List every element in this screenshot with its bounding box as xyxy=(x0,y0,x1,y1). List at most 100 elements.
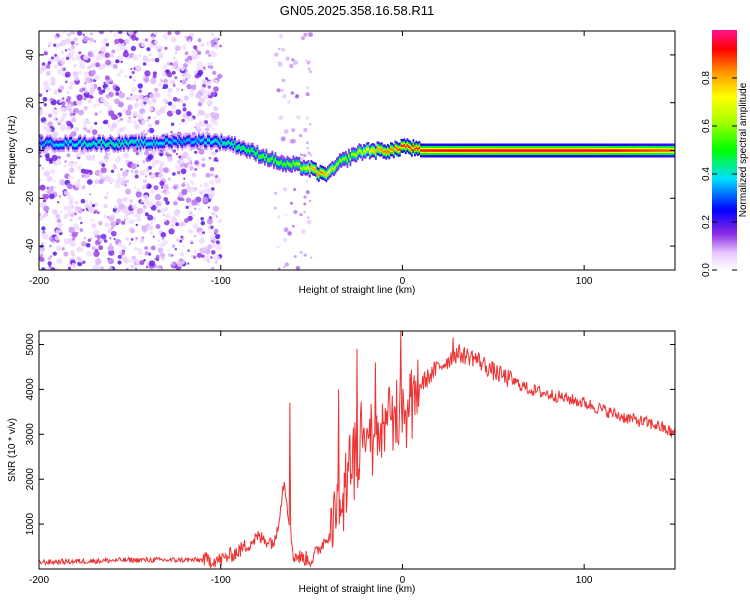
spectrogram-ridge-cell xyxy=(481,149,484,152)
spectrogram-ridge-cell xyxy=(234,141,236,145)
spectrogram-ridge-cell xyxy=(523,149,526,152)
spectrogram-ridge-cell xyxy=(426,149,428,152)
spectrogram-noise-cell xyxy=(206,90,212,96)
spectrogram-noise-cell xyxy=(305,141,309,145)
spectrogram-noise-cell xyxy=(171,262,174,265)
spectrogram-noise-cell xyxy=(157,82,162,87)
spectrogram-noise-cell xyxy=(167,93,172,98)
spectrogram-noise-cell xyxy=(113,205,118,209)
spectrogram-noise-cell xyxy=(121,220,126,225)
spectrogram-noise-cell xyxy=(175,51,178,54)
spectrogram-noise-cell xyxy=(159,161,165,167)
spectrogram-ridge-cell xyxy=(295,162,298,165)
spectrogram-noise-cell xyxy=(64,49,68,52)
spectrogram-noise-cell xyxy=(51,131,59,138)
spectrogram-noise-cell xyxy=(99,238,104,243)
spectrogram-noise-cell xyxy=(192,223,199,229)
spectrogram-noise-cell xyxy=(175,222,180,227)
spectrogram-noise-cell xyxy=(96,102,101,107)
spectrogram-noise-cell xyxy=(76,231,79,234)
spectrogram-ridge-cell xyxy=(220,138,223,142)
spectrogram-ridge-cell xyxy=(549,149,551,152)
spectrogram-noise-cell xyxy=(45,210,49,214)
spectrogram-ridge-cell xyxy=(556,149,559,152)
spectrogram-ridge-cell xyxy=(519,149,521,152)
spectrogram-noise-cell xyxy=(151,97,157,103)
spectrogram-noise-cell xyxy=(212,151,216,156)
spectrogram-noise-cell xyxy=(210,39,216,45)
spectrogram-ridge-cell xyxy=(475,149,478,152)
spectrogram-noise-cell xyxy=(57,69,63,76)
spectrogram-noise-cell xyxy=(192,230,195,233)
spectrogram-noise-cell xyxy=(97,211,100,215)
colorbar-tick-label: 0.6 xyxy=(701,119,712,133)
spectrogram-noise-cell xyxy=(92,246,95,250)
spectrogram-noise-cell xyxy=(145,57,150,63)
spectrogram-ridge-cell xyxy=(319,170,322,174)
spectrogram-noise-cell xyxy=(53,43,57,47)
spectrogram-noise-cell xyxy=(118,250,122,255)
spectrogram-noise-cell xyxy=(73,64,77,68)
spectrogram-noise-cell xyxy=(68,266,71,270)
spectrogram-noise-cell xyxy=(50,168,56,175)
spectrogram-noise-cell xyxy=(170,186,172,189)
spectrogram-ridge-cell xyxy=(49,139,52,143)
spectrogram-noise-cell xyxy=(49,158,53,163)
spectrogram-noise-cell xyxy=(131,70,135,75)
spectrogram-ridge-cell xyxy=(436,149,439,152)
spectrogram-noise-cell xyxy=(215,233,221,240)
spectrogram-ridge-cell xyxy=(508,149,511,152)
spectrogram-noise-cell xyxy=(48,113,53,118)
spectrogram-noise-cell xyxy=(306,219,312,225)
spectrogram-noise-cell xyxy=(85,94,90,99)
spectrogram-noise-cell xyxy=(133,112,138,117)
spectrogram-noise-cell xyxy=(158,172,164,179)
spectrogram-ridge-cell xyxy=(157,142,160,146)
spectrogram-noise-cell xyxy=(117,55,124,62)
colorbar-tick-label: 0.4 xyxy=(701,167,712,181)
spectrogram-noise-cell xyxy=(157,209,161,213)
spectrogram-noise-cell xyxy=(169,79,176,85)
spectrogram-noise-cell xyxy=(212,120,219,126)
spectrogram-noise-cell xyxy=(172,172,176,176)
spectrogram-noise-cell xyxy=(41,166,45,171)
spectrogram-noise-cell xyxy=(89,193,92,196)
spectrogram-ridge-cell xyxy=(175,140,178,143)
spectrogram-ridge-cell xyxy=(648,149,650,152)
spectrogram-noise-cell xyxy=(83,71,88,76)
spectrogram-noise-cell xyxy=(138,43,140,46)
spectrogram-ridge-cell xyxy=(286,161,289,164)
spectrogram-ridge-cell xyxy=(366,148,368,151)
spectrogram-noise-cell xyxy=(82,33,85,36)
snr-y-label: SNR (10 * v/v) xyxy=(7,418,18,482)
spectrogram-noise-cell xyxy=(289,138,295,144)
spectrogram-noise-cell xyxy=(303,153,307,158)
spectrogram-y-tick-label: -40 xyxy=(25,238,36,253)
spectrogram-noise-cell xyxy=(39,178,42,182)
spectrogram-ridge-cell xyxy=(667,149,670,152)
spectrogram-ridge-cell xyxy=(229,143,232,146)
spectrogram-noise-cell xyxy=(130,45,137,52)
spectrogram-noise-cell xyxy=(149,231,154,235)
spectrogram-noise-cell xyxy=(111,122,118,129)
spectrogram-noise-cell xyxy=(167,249,170,252)
spectrogram-ridge-cell xyxy=(355,154,358,157)
spectrogram-noise-cell xyxy=(93,229,100,236)
spectrogram-noise-cell xyxy=(191,131,196,136)
spectrogram-noise-cell xyxy=(176,238,180,242)
spectrogram-noise-cell xyxy=(276,245,280,249)
spectrogram-noise-cell xyxy=(158,109,163,113)
spectrogram-noise-cell xyxy=(190,89,195,94)
spectrogram-ridge-cell xyxy=(159,142,161,145)
spectrogram-noise-cell xyxy=(201,158,204,161)
spectrogram-ridge-cell xyxy=(564,149,566,152)
spectrogram-noise-cell xyxy=(100,167,107,174)
spectrogram-x-tick-label: -200 xyxy=(29,276,49,287)
spectrogram-noise-cell xyxy=(280,88,284,93)
spectrogram-noise-cell xyxy=(63,214,68,220)
spectrogram-ridge-cell xyxy=(129,141,131,144)
spectrogram-noise-cell xyxy=(209,179,215,185)
spectrogram-noise-cell xyxy=(196,113,200,117)
spectrogram-ridge-cell xyxy=(561,149,563,152)
spectrogram-noise-cell xyxy=(77,167,81,171)
